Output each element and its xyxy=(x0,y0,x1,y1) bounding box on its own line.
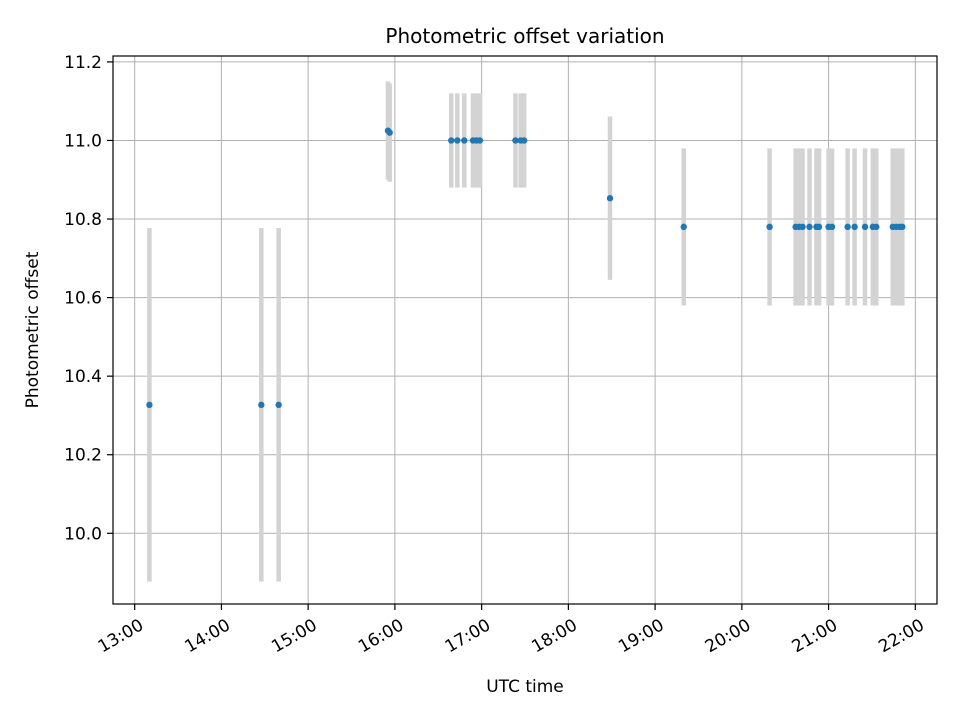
x-tick-label: 22:00 xyxy=(875,615,927,657)
data-point xyxy=(461,137,468,144)
y-tick-label: 10.0 xyxy=(64,524,102,544)
chart-title: Photometric offset variation xyxy=(385,24,664,48)
x-axis-label: UTC time xyxy=(486,677,564,697)
data-point xyxy=(606,195,614,202)
y-tick-label: 11.2 xyxy=(64,53,102,73)
data-point xyxy=(520,137,528,144)
data-point xyxy=(806,223,813,231)
x-tick-label: 20:00 xyxy=(702,615,754,657)
x-tick-label: 14:00 xyxy=(181,615,233,657)
x-tick-label: 19:00 xyxy=(615,615,667,657)
x-tick-label: 16:00 xyxy=(355,615,407,657)
data-point xyxy=(861,223,869,231)
data-point xyxy=(275,401,282,409)
y-axis-ticks: 10.0 10.2 10.4 10.6 10.8 11.0 11.2 xyxy=(64,53,113,544)
errorbar-layer xyxy=(147,81,905,582)
y-tick-label: 10.2 xyxy=(64,446,102,466)
data-point xyxy=(476,137,484,144)
y-axis-label: Photometric offset xyxy=(23,251,43,408)
data-point xyxy=(873,223,880,231)
x-tick-label: 15:00 xyxy=(268,615,320,657)
data-point xyxy=(680,223,687,231)
x-axis-ticks: 13:00 14:00 15:00 16:00 17:00 18:00 19:00 20:00… xyxy=(95,604,928,657)
data-point xyxy=(448,137,455,144)
x-tick-label: 13:00 xyxy=(95,615,147,657)
x-tick-label: 18:00 xyxy=(528,615,580,657)
data-point xyxy=(454,137,461,144)
data-point xyxy=(512,137,519,144)
y-tick-label: 10.4 xyxy=(64,367,102,387)
data-point xyxy=(258,401,265,409)
data-point xyxy=(828,223,836,231)
data-point xyxy=(851,223,858,231)
data-point xyxy=(146,401,153,409)
x-tick-label: 17:00 xyxy=(442,615,494,657)
y-tick-label: 11.0 xyxy=(64,131,102,151)
data-point-layer xyxy=(146,127,906,409)
data-point xyxy=(899,223,906,231)
plot-frame xyxy=(112,55,938,605)
data-point xyxy=(386,129,393,136)
y-tick-label: 10.6 xyxy=(64,289,102,309)
x-tick-label: 21:00 xyxy=(789,615,841,657)
y-tick-label: 10.8 xyxy=(64,210,102,230)
data-point xyxy=(766,223,773,231)
data-point xyxy=(799,223,806,231)
data-point xyxy=(844,223,851,231)
data-point xyxy=(815,223,823,231)
